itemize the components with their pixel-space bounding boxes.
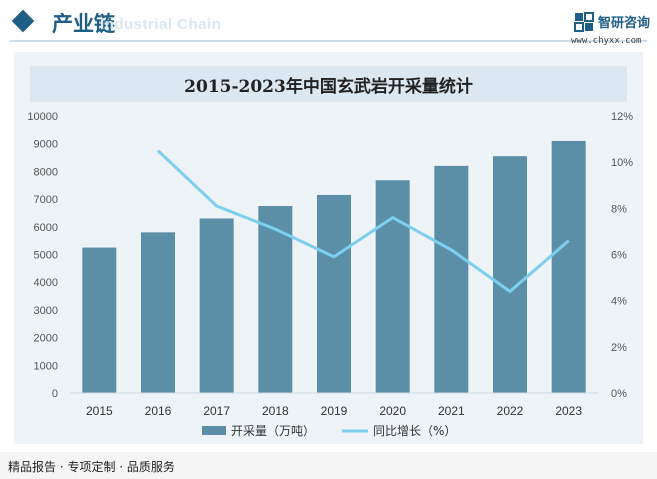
- bar-2022: [493, 156, 527, 393]
- left-axis-tick-label: 7000: [34, 194, 58, 206]
- bar-series: [82, 140, 586, 393]
- header: 产业链 Industrial Chain 智研咨询 www.chyxx.com: [0, 0, 657, 48]
- left-axis-tick-label: 3000: [34, 305, 58, 317]
- section-title: 产业链: [52, 12, 115, 36]
- bar-2016: [141, 232, 175, 393]
- bar-2015: [82, 247, 117, 393]
- brand-name: 智研咨询: [598, 16, 651, 31]
- bar-2017: [199, 218, 234, 393]
- legend-line-label: 同比增长（%）: [373, 424, 456, 438]
- x-axis-ticks: 2015 2016 2017 2018 2019 2020 2021 2022 2023: [70, 392, 598, 418]
- left-axis-tick-label: 1000: [34, 360, 58, 372]
- x-axis-tick-label: 2020: [379, 404, 406, 418]
- left-axis-tick-label: 4000: [34, 277, 58, 289]
- bar-2021: [434, 165, 469, 393]
- right-axis-tick-label: 10%: [611, 157, 633, 169]
- header-divider: [10, 40, 647, 42]
- left-axis-tick-label: 0: [52, 388, 58, 400]
- x-axis-tick-label: 2019: [321, 404, 348, 418]
- right-axis-tick-label: 6%: [611, 250, 627, 262]
- right-axis-tick-label: 0%: [611, 388, 627, 400]
- x-axis-tick-label: 2022: [497, 404, 524, 418]
- left-axis-tick-label: 2000: [34, 333, 58, 345]
- section-subtitle: Industrial Chain: [100, 16, 222, 33]
- x-axis-tick-label: 2021: [438, 404, 465, 418]
- chart-title: 2015-2023年中国玄武岩开采量统计: [184, 77, 473, 97]
- bar-2019: [317, 194, 351, 393]
- footer-tagline: 精品报告 · 专项定制 · 品质服务: [8, 460, 175, 474]
- brand-logo-icon: [574, 12, 594, 32]
- x-axis-tick-label: 2015: [86, 404, 113, 418]
- x-axis-tick-label: 2017: [203, 404, 230, 418]
- brand-url: www.chyxx.com: [571, 36, 642, 46]
- left-axis-ticks: 0 1000 2000 3000 4000 5000 6000 7000 8000 9000 100…: [27, 111, 58, 400]
- legend-bar-swatch: [202, 426, 226, 435]
- left-axis-tick-label: 9000: [34, 139, 58, 151]
- legend-bar-label: 开采量（万吨）: [231, 424, 315, 438]
- right-axis-tick-label: 2%: [611, 342, 627, 354]
- chart-title-band: [30, 66, 627, 102]
- left-axis-tick-label: 8000: [34, 166, 58, 178]
- legend: 开采量（万吨） 同比增长（%）: [202, 424, 456, 438]
- footer-bar: [0, 452, 657, 479]
- bar-2018: [258, 206, 293, 393]
- left-axis-tick-label: 10000: [27, 111, 58, 123]
- left-axis-tick-label: 5000: [34, 250, 58, 262]
- x-axis-tick-label: 2023: [555, 404, 582, 418]
- right-axis-ticks: 0% 2% 4% 6% 8% 10% 12%: [611, 111, 633, 400]
- bar-2020: [375, 180, 410, 393]
- right-axis-tick-label: 4%: [611, 296, 627, 308]
- right-axis-tick-label: 8%: [611, 203, 627, 215]
- x-axis-tick-label: 2018: [262, 404, 289, 418]
- x-axis-tick-label: 2016: [145, 404, 172, 418]
- bar-2023: [551, 140, 586, 393]
- left-axis-tick-label: 6000: [34, 222, 58, 234]
- growth-line: [156, 149, 570, 293]
- line-series: [156, 149, 570, 293]
- right-axis-tick-label: 12%: [611, 111, 633, 123]
